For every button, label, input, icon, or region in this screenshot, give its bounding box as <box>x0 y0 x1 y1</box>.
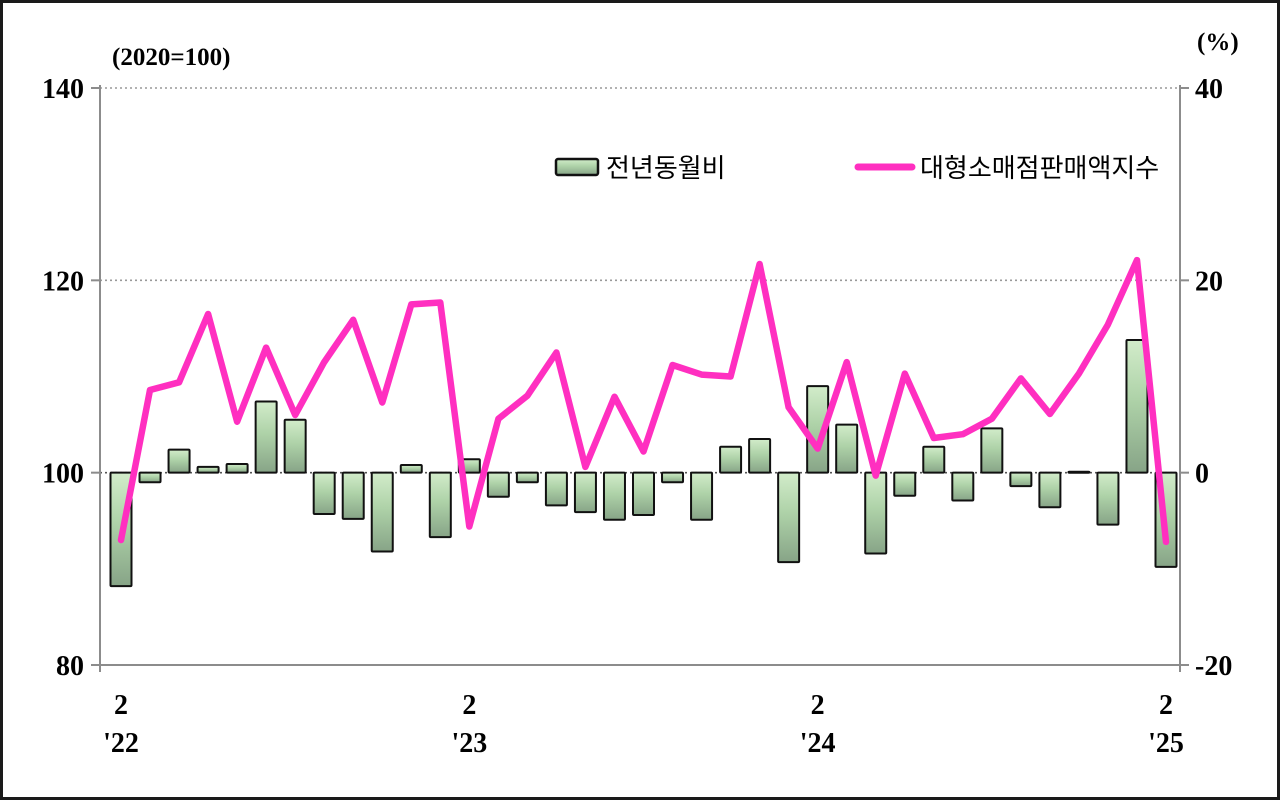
legend-line-label: 대형소매점판매액지수 <box>920 153 1159 183</box>
bar-2023-01 <box>428 471 452 539</box>
legend-bar-swatch <box>554 157 600 177</box>
x-tick-month-22: 2 <box>114 690 128 721</box>
bar-2024-03 <box>835 423 859 474</box>
bar-2023-03 <box>486 471 510 498</box>
bar-2023-06 <box>573 471 597 514</box>
x-tick-month-24: 2 <box>811 690 825 721</box>
x-tick-month-25: 2 <box>1159 690 1173 721</box>
bar-2023-12 <box>748 438 772 474</box>
left-tick-label-120: 120 <box>42 266 84 297</box>
bar-series-group <box>109 338 1178 588</box>
right-axis-title: (%) <box>1197 29 1239 56</box>
bar-2023-08 <box>632 471 655 516</box>
bar-2023-07 <box>602 471 626 521</box>
tick-labels-group: 140 120 100 80 40 20 0 -20 2 '22 2 '23 2 '24 2 '25 <box>42 74 1232 759</box>
bar-2022-08 <box>283 418 307 474</box>
legend: 전년동월비 대형소매점판매액지수 <box>554 153 1159 183</box>
sales-index-line <box>117 256 1170 546</box>
bar-2024-11 <box>1067 470 1091 474</box>
x-tick-year-23: '23 <box>451 728 487 759</box>
bar-2022-11 <box>370 471 394 553</box>
bar-2024-12 <box>1096 471 1120 526</box>
bar-2024-08 <box>980 427 1004 474</box>
left-tick-label-140: 140 <box>42 74 84 105</box>
right-tick-label--20: -20 <box>1195 651 1232 682</box>
bar-2024-01 <box>777 471 801 564</box>
bar-2023-04 <box>515 471 539 484</box>
bar-2022-05 <box>196 465 220 474</box>
right-tick-label-0: 0 <box>1195 459 1209 490</box>
bar-2024-04 <box>864 471 888 555</box>
bar-2023-09 <box>661 471 685 484</box>
left-axis-title: (2020=100) <box>112 44 230 71</box>
legend-bar-label: 전년동월비 <box>606 153 726 183</box>
axes-group <box>91 85 1189 672</box>
bar-2022-09 <box>312 471 336 516</box>
x-tick-year-25: '25 <box>1148 728 1184 759</box>
bar-2023-05 <box>544 471 568 507</box>
left-tick-label-80: 80 <box>56 651 84 682</box>
x-tick-year-24: '24 <box>800 728 836 759</box>
bar-2023-11 <box>719 445 743 474</box>
x-tick-year-22: '22 <box>103 728 139 759</box>
bar-2023-10 <box>690 471 714 521</box>
bar-2022-04 <box>167 448 191 474</box>
bar-2024-07 <box>951 471 975 502</box>
right-tick-label-40: 40 <box>1195 74 1223 105</box>
left-tick-label-100: 100 <box>42 459 84 490</box>
line-series-group <box>117 256 1170 546</box>
x-tick-month-23: 2 <box>462 690 476 721</box>
bar-2024-09 <box>1009 471 1033 488</box>
bar-2024-06 <box>922 445 946 474</box>
bar-2022-07 <box>254 400 278 474</box>
bar-2025-01 <box>1125 338 1149 474</box>
bar-2024-10 <box>1038 471 1062 509</box>
bar-2022-12 <box>399 463 423 474</box>
bar-2024-05 <box>893 471 917 497</box>
bar-2022-10 <box>341 471 365 520</box>
bar-2022-06 <box>225 463 249 474</box>
bar-2022-03 <box>138 471 162 484</box>
right-tick-label-20: 20 <box>1195 266 1223 297</box>
